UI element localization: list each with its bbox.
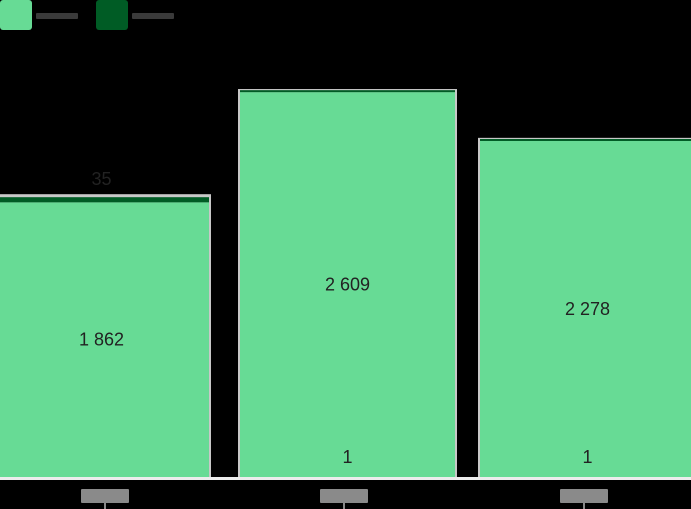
data-label: 35 [91,169,111,189]
x-tick-mark [583,503,585,509]
bar-segment [240,90,455,93]
legend-label [36,13,78,19]
bar-segment [480,138,691,141]
bar-segment [0,197,209,203]
bar-segment [0,202,209,478]
data-label: 2 278 [565,299,610,319]
x-tick-mark [343,503,345,509]
bar-segment [240,92,455,478]
x-axis-baseline [0,477,691,480]
x-tick-label [81,489,129,503]
legend-label [132,13,174,19]
data-label: 1 862 [79,330,124,350]
x-tick-label [320,489,368,503]
x-tick-label [560,489,608,503]
data-label: 1 [582,447,592,467]
x-tick-mark [104,503,106,509]
data-label: 2 609 [325,275,370,295]
legend-swatch [0,0,32,30]
legend-swatch [96,0,128,30]
data-label: 1 [342,447,352,467]
bar-segment [480,140,691,477]
